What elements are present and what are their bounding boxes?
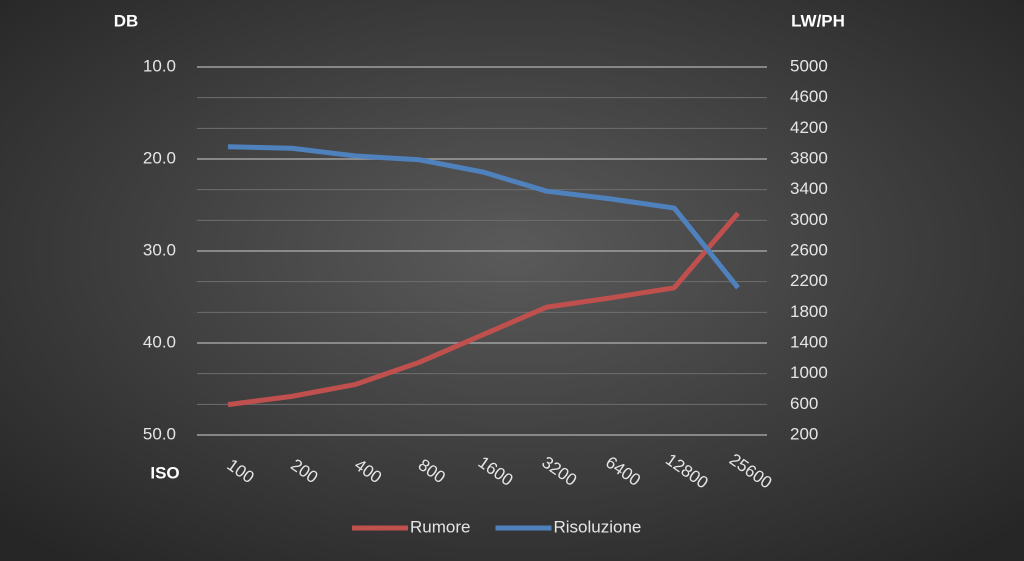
y2-tick-label: 3000 [790,210,828,229]
y2-tick-label: 2600 [790,240,828,259]
legend-label: Risoluzione [553,517,641,536]
series-line [227,144,740,290]
y2-tick-label: 4600 [790,87,828,106]
y2-axis-title: LW/PH [791,11,845,30]
y2-tick-label: 4200 [790,118,828,137]
y2-tick-label: 3400 [790,179,828,198]
y2-tick-label: 1000 [790,363,828,382]
y-axis-title: DB [114,11,139,30]
y2-tick-label: 200 [790,424,818,443]
series-line [227,211,740,408]
y2-tick-label: 1800 [790,302,828,321]
legend-label: Rumore [410,517,470,536]
y-tick-label: 20.0 [143,148,176,167]
y-tick-label: 40.0 [143,332,176,351]
y2-tick-label: 1400 [790,332,828,351]
y-tick-label: 10.0 [143,56,176,75]
y-tick-label: 50.0 [143,424,176,443]
y2-tick-label: 5000 [790,56,828,75]
x-axis-title: ISO [150,463,179,482]
y-tick-label: 30.0 [143,240,176,259]
y2-tick-label: 600 [790,394,818,413]
y2-tick-label: 2200 [790,271,828,290]
y2-tick-label: 3800 [790,148,828,167]
